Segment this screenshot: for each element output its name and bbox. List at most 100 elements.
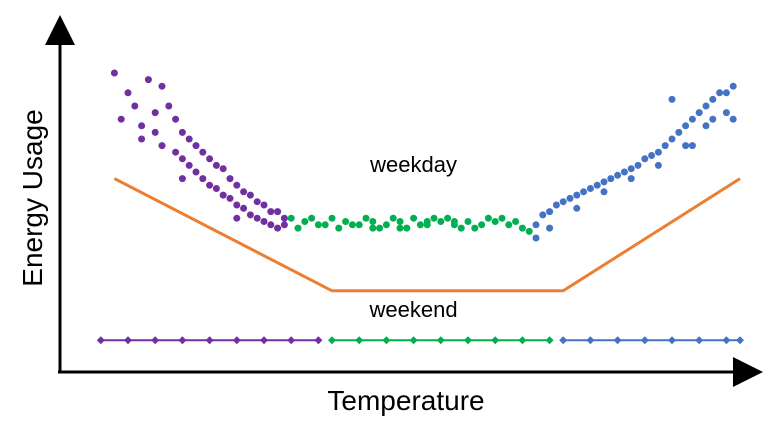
weekend-point [232,336,241,345]
x-axis-label: Temperature [327,385,484,416]
weekday-point [709,115,717,123]
weekday-point [416,221,424,229]
weekday-point [151,109,159,117]
weekday-point [362,214,370,222]
weekday-point [301,218,309,225]
weekday-point [709,95,717,103]
weekday-point [668,95,676,103]
weekday-point [199,175,207,183]
weekday-point [457,224,465,232]
weekend-point [124,336,132,345]
weekday-point [267,221,275,229]
weekend-point [559,336,568,345]
weekday-point [668,135,676,143]
weekday-point [369,224,377,232]
weekday-point [396,218,404,225]
weekday-point [172,148,180,156]
weekday-point [437,218,445,225]
weekday-point [539,211,547,219]
weekend-point [518,336,527,345]
weekday-point [580,188,588,196]
weekday-point [648,152,656,159]
weekday-point [233,201,241,209]
weekday-point [532,221,540,229]
weekend-point [491,336,500,345]
weekday-point [280,221,288,229]
weekday-point [233,181,241,189]
weekday-point [593,181,601,189]
weekend-point [287,336,296,345]
weekend-point [613,336,622,345]
weekday-point [185,161,193,169]
weekday-point [430,214,438,222]
weekend-point [736,336,744,345]
weekday-point [253,198,261,206]
weekday-point [117,115,125,123]
weekday-point [675,128,683,136]
weekday-point [178,175,186,183]
weekday-point [185,135,193,143]
weekday-point [389,214,397,222]
annotation-weekday: weekday [369,152,457,177]
weekday-point [253,214,261,222]
weekday-point [138,135,146,143]
weekday-point [573,204,581,212]
weekday-point [110,69,118,77]
weekday-point [287,214,295,222]
weekend-point [409,336,418,345]
weekday-point [206,155,214,163]
weekday-point [532,234,540,242]
weekday-point [729,82,737,90]
weekday-point [450,218,458,225]
weekend-point [205,336,214,345]
weekday-point [246,211,254,219]
weekday-point [600,178,608,186]
weekday-point [566,194,574,202]
weekday-point [212,185,220,192]
weekday-point [525,227,533,235]
weekday-point [158,82,166,90]
weekday-point [573,191,581,199]
weekend-point [722,336,731,345]
weekday-point [274,224,282,232]
weekday-point [518,224,526,232]
weekday-point [559,198,567,206]
weekday-point [688,142,696,150]
weekday-point [607,175,615,183]
weekday-point [314,221,322,229]
weekday-point [376,224,384,232]
weekday-point [682,142,690,150]
weekday-point [124,89,132,97]
weekday-point [172,115,180,123]
weekday-point [627,175,635,183]
weekday-point [695,109,703,117]
weekday-point [478,221,486,229]
weekday-point [614,171,622,179]
weekday-point [267,208,275,216]
weekday-point [682,122,690,130]
weekday-point [165,102,173,110]
data-points-layer [96,69,744,345]
weekday-point [702,122,710,130]
weekday-point [512,218,520,225]
weekday-point [641,155,649,163]
weekday-point [260,201,268,209]
weekday-point [274,208,282,216]
weekday-point [620,168,628,176]
weekday-point [138,122,146,130]
weekday-point [505,221,513,229]
weekday-point [498,214,506,222]
weekday-point [260,218,268,225]
weekend-point [151,336,160,345]
weekday-point [308,214,316,222]
weekday-point [654,148,662,156]
weekday-point [131,102,139,110]
weekend-point [545,336,554,345]
weekday-point [240,188,248,196]
weekday-point [246,191,254,199]
weekday-point [654,161,662,169]
weekday-point [491,218,499,225]
weekend-point [464,336,472,345]
weekday-point [144,76,152,84]
